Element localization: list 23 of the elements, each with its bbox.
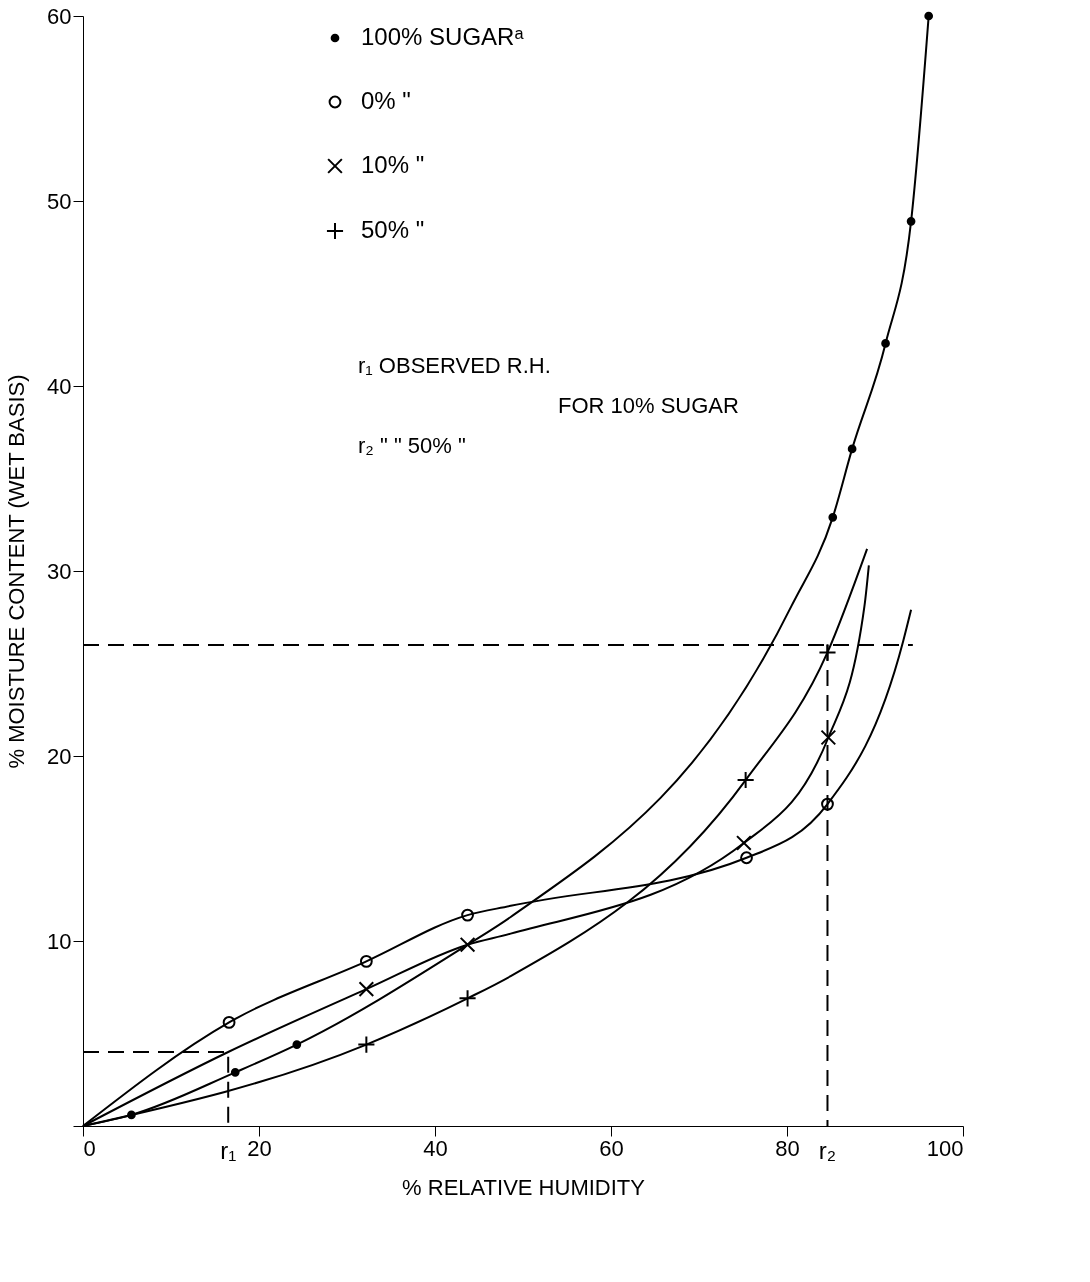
x-tick-label: 0: [83, 1135, 96, 1161]
y-tick-label: 60: [47, 3, 72, 29]
legend-label: 0% ": [361, 87, 411, 114]
annotation: r₁: [220, 1137, 237, 1164]
y-tick-label: 20: [47, 743, 72, 769]
annotation: r₂ " " 50% ": [358, 433, 466, 458]
legend-label: 10% ": [361, 151, 425, 178]
legend-label: 100% SUGARᵃ: [361, 23, 525, 50]
y-tick-label: 40: [47, 373, 72, 399]
annotation: r₁ OBSERVED R.H.: [358, 353, 551, 378]
annotation: r₂: [818, 1137, 837, 1164]
x-tick-label: 40: [423, 1135, 448, 1161]
y-axis-title: % MOISTURE CONTENT (WET BASIS): [4, 374, 30, 769]
x-tick-label: 100: [926, 1135, 964, 1161]
x-tick-label: 60: [599, 1135, 624, 1161]
legend-label: 50% ": [361, 216, 425, 243]
y-tick-label: 10: [47, 928, 72, 954]
x-tick-label: 80: [775, 1135, 800, 1161]
y-tick-label: 50: [47, 188, 72, 214]
x-tick-label: 20: [247, 1135, 272, 1161]
y-tick-label: 30: [47, 558, 72, 584]
x-axis-title: % RELATIVE HUMIDITY: [402, 1174, 646, 1200]
annotation: FOR 10% SUGAR: [558, 393, 739, 418]
